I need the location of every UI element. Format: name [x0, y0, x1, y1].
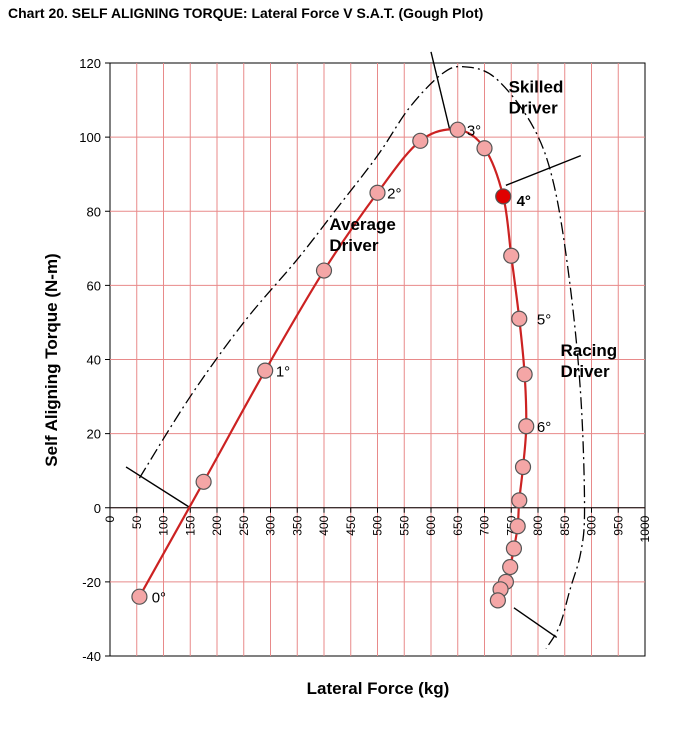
grid	[105, 62, 646, 657]
data-curve	[138, 128, 528, 601]
boundary-line	[125, 466, 191, 509]
y-tick-label: 100	[79, 130, 101, 145]
x-tick-label: 300	[264, 515, 278, 535]
data-point	[509, 518, 526, 535]
chart-title: Chart 20. SELF ALIGNING TORQUE: Lateral …	[8, 5, 484, 21]
data-points	[131, 121, 535, 609]
y-tick-labels: -40 -20 0 20 40 60 80 100 120	[79, 56, 101, 664]
data-point	[511, 310, 528, 327]
data-point	[489, 592, 506, 609]
data-point	[476, 140, 493, 157]
angle-label: 2°	[387, 186, 401, 203]
data-point	[518, 418, 535, 435]
y-tick-label: -20	[82, 575, 101, 590]
x-tick-label: 800	[531, 515, 545, 535]
data-point	[195, 473, 212, 490]
x-tick-label: 500	[371, 515, 385, 535]
data-point	[505, 540, 523, 557]
data-point	[502, 558, 519, 576]
x-tick-label: 50	[130, 515, 144, 529]
boundary-line	[513, 607, 558, 639]
annotations: Average Driver Skilled Driver Racing Driver	[329, 78, 617, 381]
x-tick-label: 200	[210, 515, 224, 535]
data-point	[257, 362, 274, 379]
x-tick-label: 150	[183, 515, 197, 535]
x-tick-label: 0	[103, 515, 117, 522]
boundary-line	[505, 155, 582, 186]
x-tick-label: 100	[157, 515, 171, 535]
x-tick-label: 600	[424, 515, 438, 535]
x-tick-label: 850	[558, 515, 572, 535]
highlight-point	[495, 188, 512, 205]
data-point	[449, 121, 466, 138]
angle-labels: 0° 1° 2° 3° 4° 5° 6°	[152, 123, 552, 607]
y-tick-label: 60	[87, 278, 101, 293]
x-tick-label: 450	[344, 515, 358, 535]
data-point	[503, 247, 520, 264]
angle-label: 0°	[152, 590, 166, 607]
angle-label: 3°	[467, 123, 481, 140]
data-point	[514, 458, 532, 476]
angle-label: 4°	[517, 193, 531, 210]
envelope	[138, 65, 586, 649]
x-tick-label: 250	[237, 515, 251, 535]
x-tick-label: 1000	[638, 515, 652, 542]
x-tick-label: 950	[611, 515, 625, 535]
y-tick-label: 0	[94, 501, 101, 516]
angle-label: 6°	[537, 419, 551, 436]
y-tick-label: 20	[87, 427, 101, 442]
boundary-lines	[125, 51, 582, 639]
annotation-label: Average Driver	[329, 215, 395, 255]
x-tick-label: 400	[317, 515, 331, 535]
annotation-label: Racing Driver	[560, 341, 617, 381]
x-tick-label: 650	[451, 515, 465, 535]
x-axis-title: Lateral Force (kg)	[307, 679, 450, 698]
annotation-label: Skilled Driver	[509, 78, 564, 118]
y-tick-label: 80	[87, 204, 101, 219]
data-point	[516, 366, 533, 383]
x-tick-label: 550	[397, 515, 411, 535]
boundary-line	[430, 51, 451, 130]
angle-label: 1°	[276, 364, 290, 381]
x-tick-label: 350	[290, 515, 304, 535]
angle-label: 5°	[537, 312, 551, 329]
data-point	[315, 262, 333, 279]
data-point	[511, 492, 528, 509]
data-point	[131, 588, 148, 605]
x-tick-label: 700	[478, 515, 492, 535]
driver-envelope	[138, 65, 586, 649]
x-tick-label: 900	[585, 515, 599, 535]
y-tick-label: -40	[82, 649, 101, 664]
data-point	[412, 132, 429, 149]
y-axis-title: Self Aligning Torque (N-m)	[42, 253, 61, 466]
series-line	[138, 128, 528, 601]
y-tick-label: 120	[79, 56, 101, 71]
data-point	[369, 184, 386, 201]
y-tick-label: 40	[87, 353, 101, 368]
